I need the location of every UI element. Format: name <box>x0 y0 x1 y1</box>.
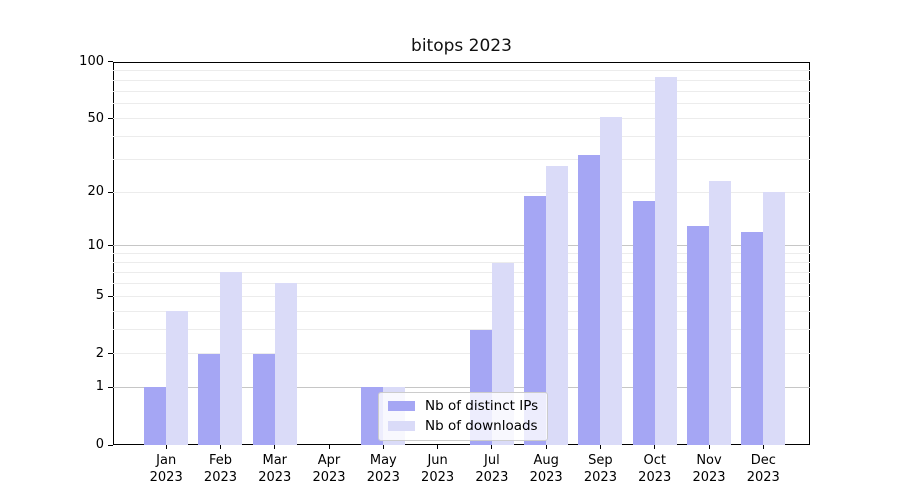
minor-gridline <box>113 70 810 72</box>
x-tick-mark <box>219 445 221 449</box>
x-tick-label-nov: Nov 2023 <box>692 453 726 485</box>
legend: Nb of distinct IPs Nb of downloads <box>378 392 549 441</box>
y-tick-mark <box>108 353 113 355</box>
x-tick-label-jun: Jun 2023 <box>421 453 455 485</box>
minor-gridline <box>113 103 810 105</box>
x-tick-mark <box>382 445 384 449</box>
bar-ips-feb <box>198 353 221 445</box>
y-tick-mark <box>108 118 113 120</box>
major-gridline <box>113 386 810 388</box>
x-tick-label-sep: Sep 2023 <box>583 453 617 485</box>
y-tick-mark <box>108 245 113 247</box>
bar-downloads-dec <box>763 192 786 445</box>
bar-ips-dec <box>741 232 764 445</box>
y-tick-mark <box>108 295 113 297</box>
legend-item-downloads: Nb of downloads <box>388 418 538 434</box>
x-tick-mark <box>491 445 493 449</box>
bar-downloads-sep <box>600 117 623 445</box>
legend-swatch-downloads <box>388 421 415 431</box>
bar-ips-may <box>361 387 384 445</box>
bar-ips-nov <box>687 225 709 445</box>
major-gridline <box>113 245 810 247</box>
x-tick-label-may: May 2023 <box>366 453 400 485</box>
x-tick-mark <box>762 445 764 449</box>
x-tick-label-dec: Dec 2023 <box>746 453 780 485</box>
x-tick-label-feb: Feb 2023 <box>203 453 238 485</box>
minor-gridline <box>113 310 810 312</box>
y-tick-mark <box>108 444 113 446</box>
y-tick-label: 10 <box>87 237 104 253</box>
x-tick-label-aug: Aug 2023 <box>529 453 563 485</box>
x-tick-mark <box>165 445 167 449</box>
minor-gridline <box>113 191 810 193</box>
minor-gridline <box>113 90 810 92</box>
legend-label-downloads: Nb of downloads <box>425 418 538 434</box>
y-tick-label: 5 <box>95 288 104 304</box>
x-tick-mark <box>599 445 601 449</box>
legend-label-distinct-ips: Nb of distinct IPs <box>425 398 539 414</box>
y-tick-mark <box>108 191 113 193</box>
x-tick-mark <box>708 445 710 449</box>
bar-downloads-oct <box>654 77 677 445</box>
y-tick-mark <box>108 61 113 63</box>
x-tick-label-oct: Oct 2023 <box>638 453 672 485</box>
x-tick-mark <box>274 445 276 449</box>
bar-ips-oct <box>632 200 655 445</box>
y-tick-label: 100 <box>79 53 104 69</box>
x-tick-label-jul: Jul 2023 <box>475 453 509 485</box>
minor-gridline <box>113 136 810 138</box>
y-tick-label: 20 <box>87 184 104 200</box>
x-tick-mark <box>545 445 547 449</box>
chart-title: bitops 2023 <box>411 36 512 56</box>
minor-gridline <box>113 353 810 355</box>
bar-downloads-nov <box>709 181 731 445</box>
minor-gridline <box>113 262 810 264</box>
y-tick-label: 50 <box>87 110 104 126</box>
y-tick-label: 2 <box>95 345 104 361</box>
bar-ips-jan <box>144 387 167 445</box>
bar-downloads-jan <box>166 311 189 445</box>
bar-ips-sep <box>578 154 601 445</box>
x-tick-label-apr: Apr 2023 <box>312 453 346 485</box>
x-tick-mark <box>328 445 330 449</box>
y-tick-label: 1 <box>95 379 104 395</box>
bar-downloads-mar <box>274 283 297 445</box>
minor-gridline <box>113 295 810 297</box>
bar-downloads-feb <box>220 272 243 445</box>
bar-ips-mar <box>252 353 275 445</box>
y-tick-mark <box>108 386 113 388</box>
bar-ips-aug <box>524 196 547 445</box>
x-tick-label-mar: Mar 2023 <box>258 453 292 485</box>
x-tick-mark <box>437 445 439 449</box>
minor-gridline <box>113 79 810 81</box>
x-tick-mark <box>654 445 656 449</box>
bar-downloads-aug <box>546 165 569 445</box>
minor-gridline <box>113 159 810 161</box>
x-tick-label-jan: Jan 2023 <box>149 453 183 485</box>
y-tick-label: 0 <box>95 437 104 452</box>
minor-gridline <box>113 253 810 255</box>
minor-gridline <box>113 329 810 331</box>
legend-item-distinct-ips: Nb of distinct IPs <box>388 398 538 414</box>
legend-swatch-distinct-ips <box>388 401 415 411</box>
minor-gridline <box>113 118 810 120</box>
minor-gridline <box>113 282 810 284</box>
minor-gridline <box>113 271 810 273</box>
